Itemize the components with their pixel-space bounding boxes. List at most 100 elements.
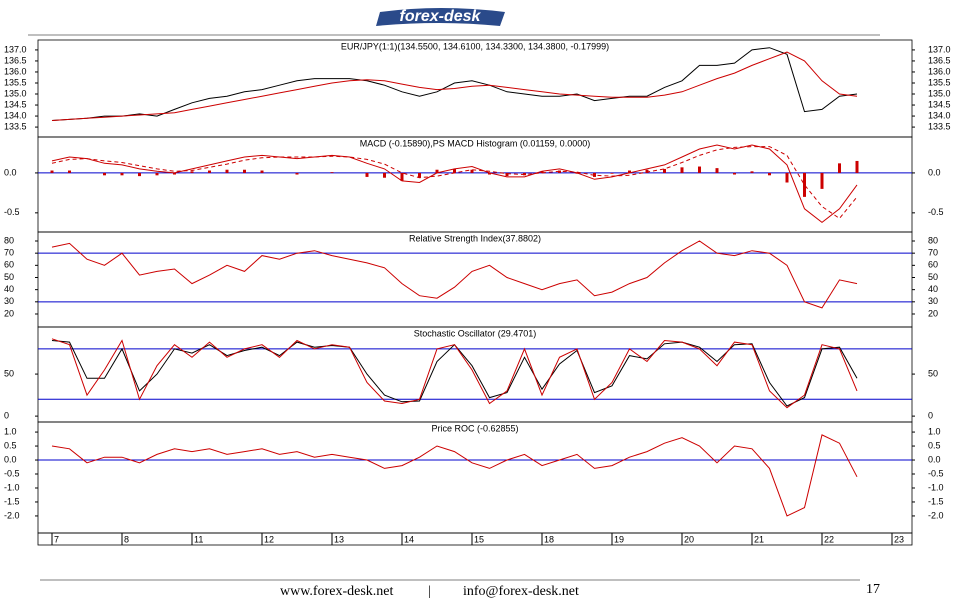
y-tick-label: 0.0 bbox=[4, 167, 17, 177]
x-tick-label: 20 bbox=[684, 534, 694, 544]
histogram-bar bbox=[120, 172, 124, 176]
y-tick-label: 50 bbox=[4, 368, 14, 378]
histogram-bar bbox=[470, 169, 474, 173]
y-tick-label-right: 136.5 bbox=[928, 55, 951, 65]
histogram-bar bbox=[225, 169, 229, 173]
histogram-bar bbox=[50, 170, 54, 173]
logo-text: forex-desk bbox=[400, 8, 482, 25]
y-tick-label: -0.5 bbox=[4, 468, 20, 478]
y-tick-label: 20 bbox=[4, 308, 14, 318]
panel-frame bbox=[37, 421, 913, 534]
histogram-bar bbox=[838, 163, 841, 173]
y-tick-label-right: 50 bbox=[928, 272, 938, 282]
x-tick-label: 19 bbox=[614, 534, 624, 544]
y-tick-label-right: 135.0 bbox=[928, 88, 951, 98]
y-tick-label: 135.5 bbox=[4, 77, 27, 87]
x-tick-label: 18 bbox=[544, 534, 554, 544]
y-tick-label: -1.5 bbox=[4, 496, 20, 506]
panel-title: Relative Strength Index(37.8802) bbox=[409, 233, 541, 243]
y-tick-label-right: 137.0 bbox=[928, 44, 951, 54]
x-tick-label: 22 bbox=[824, 534, 834, 544]
page-number: 17 bbox=[866, 582, 880, 597]
x-tick-label: 21 bbox=[754, 534, 764, 544]
panel-frame bbox=[37, 326, 913, 423]
histogram-bar bbox=[610, 172, 614, 174]
footer-email: info@forex-desk.net bbox=[463, 584, 579, 599]
series-line bbox=[51, 47, 858, 121]
y-tick-label: 0.0 bbox=[4, 454, 17, 464]
y-tick-label-right: 136.0 bbox=[928, 66, 951, 76]
y-tick-label-right: 0 bbox=[928, 410, 933, 420]
y-tick-label: -1.0 bbox=[4, 482, 20, 492]
y-tick-label-right: 134.5 bbox=[928, 99, 951, 109]
histogram-bar bbox=[365, 172, 369, 177]
histogram-bar bbox=[855, 160, 859, 173]
y-tick-label-right: 0.5 bbox=[928, 440, 941, 450]
series-line bbox=[51, 340, 858, 407]
histogram-bar bbox=[453, 168, 456, 173]
y-tick-label-right: 1.0 bbox=[928, 426, 941, 436]
y-tick-label: -0.5 bbox=[4, 207, 20, 217]
histogram-bar bbox=[418, 172, 421, 178]
x-tick-label: 11 bbox=[194, 534, 203, 544]
histogram-bar bbox=[768, 172, 771, 176]
histogram-bar bbox=[295, 172, 299, 175]
x-tick-label: 14 bbox=[404, 534, 414, 544]
histogram-bar bbox=[680, 167, 684, 173]
y-tick-label-right: 50 bbox=[928, 368, 938, 378]
y-tick-label: 133.5 bbox=[4, 121, 27, 131]
y-tick-label: 70 bbox=[4, 248, 14, 258]
panel-frame bbox=[37, 136, 913, 233]
logo-badge bbox=[376, 8, 505, 26]
histogram-bar bbox=[820, 172, 824, 189]
y-tick-label: 135.0 bbox=[4, 88, 27, 98]
y-tick-label-right: 135.5 bbox=[928, 77, 951, 87]
x-tick-label: 12 bbox=[264, 534, 274, 544]
histogram-bar bbox=[190, 171, 194, 173]
histogram-bar bbox=[505, 172, 509, 177]
y-tick-label-right: 80 bbox=[928, 235, 938, 245]
y-tick-label: -2.0 bbox=[4, 510, 20, 520]
histogram-bar bbox=[383, 172, 386, 178]
y-tick-label-right: -0.5 bbox=[928, 207, 944, 217]
y-tick-label-right: 20 bbox=[928, 308, 938, 318]
x-tick-label: 8 bbox=[124, 534, 129, 544]
y-tick-label: 50 bbox=[4, 272, 14, 282]
histogram-bar bbox=[400, 172, 404, 181]
x-tick-label: 13 bbox=[334, 534, 344, 544]
series-line bbox=[51, 338, 858, 409]
histogram-bar bbox=[138, 172, 141, 177]
y-tick-label-right: -1.0 bbox=[928, 482, 944, 492]
y-tick-label-right: 60 bbox=[928, 260, 938, 270]
histogram-bar bbox=[803, 172, 806, 197]
y-tick-label: 134.0 bbox=[4, 110, 27, 120]
panel-title: Price ROC (-0.62855) bbox=[431, 423, 518, 433]
y-tick-label-right: 133.5 bbox=[928, 121, 951, 131]
panel-title: Stochastic Oscillator (29.4701) bbox=[414, 328, 537, 338]
histogram-bar bbox=[68, 170, 71, 173]
panel-title: MACD (-0.15890),PS MACD Histogram (0.011… bbox=[360, 138, 590, 148]
x-tick-label: 15 bbox=[474, 534, 484, 544]
histogram-bar bbox=[208, 170, 211, 173]
y-tick-label-right: -1.5 bbox=[928, 496, 944, 506]
y-tick-label: 1.0 bbox=[4, 426, 17, 436]
y-tick-label: 0.5 bbox=[4, 440, 17, 450]
series-line bbox=[51, 144, 858, 224]
histogram-bar bbox=[663, 168, 666, 173]
histogram-bar bbox=[243, 169, 246, 173]
y-tick-label: 40 bbox=[4, 284, 14, 294]
histogram-bar bbox=[435, 169, 439, 173]
y-tick-label: 80 bbox=[4, 235, 14, 245]
y-tick-label: 137.0 bbox=[4, 44, 27, 54]
histogram-bar bbox=[155, 172, 159, 176]
histogram-bar bbox=[698, 166, 701, 173]
y-tick-label-right: 134.0 bbox=[928, 110, 951, 120]
histogram-bar bbox=[733, 172, 736, 175]
series-line bbox=[51, 434, 858, 517]
y-tick-label: 60 bbox=[4, 260, 14, 270]
series-line bbox=[51, 51, 858, 121]
y-tick-label-right: 40 bbox=[928, 284, 938, 294]
y-tick-label-right: -0.5 bbox=[928, 468, 944, 478]
histogram-bar bbox=[540, 171, 544, 173]
